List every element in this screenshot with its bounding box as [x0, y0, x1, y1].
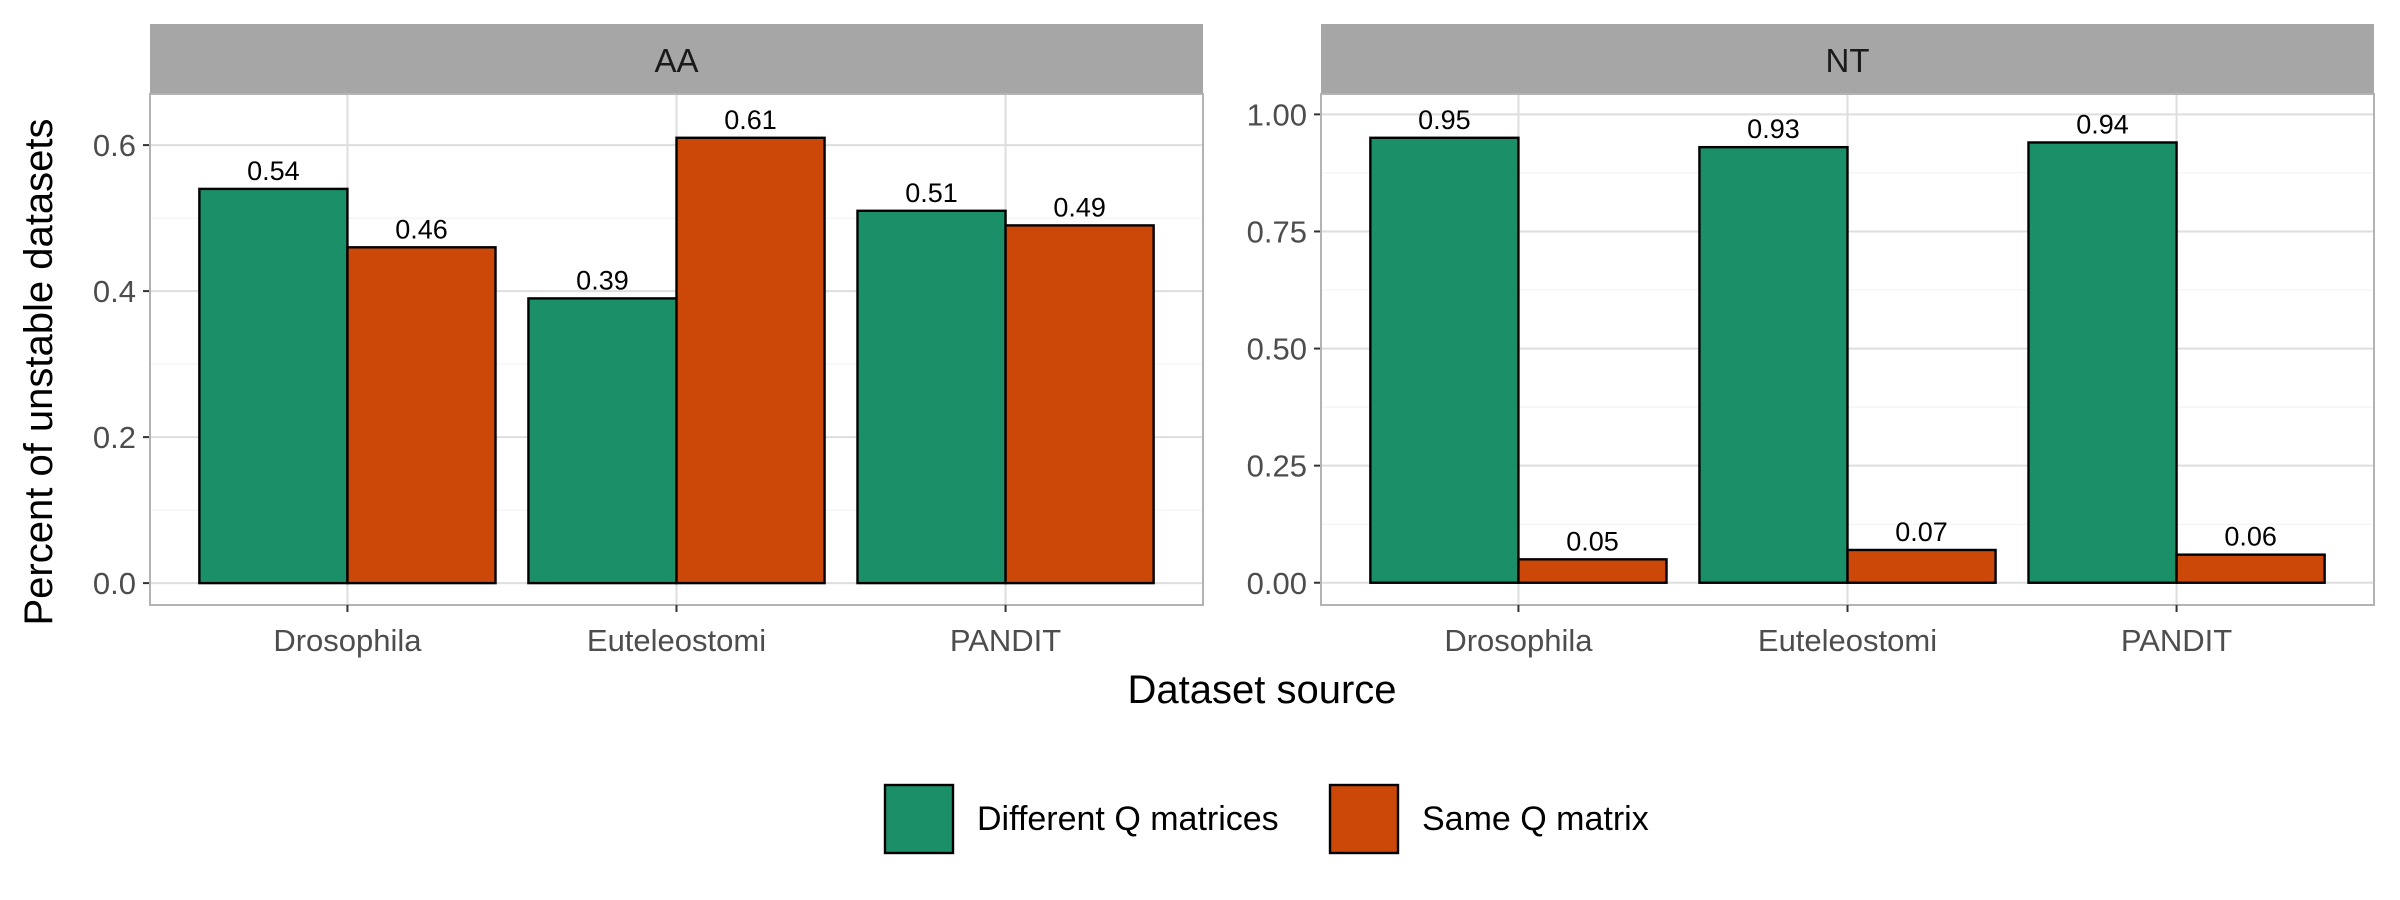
- bar: [2175, 553, 2326, 584]
- bar: [1517, 558, 1668, 584]
- bar: [1004, 224, 1155, 585]
- bar-value-label: 0.61: [724, 105, 777, 135]
- bar-value-label: 0.06: [2224, 522, 2277, 552]
- bar-value-label: 0.07: [1895, 517, 1948, 547]
- legend-label: Same Q matrix: [1422, 800, 1649, 838]
- bar-value-label: 0.94: [2076, 109, 2129, 139]
- bar: [856, 209, 1007, 585]
- bar-value-label: 0.39: [576, 265, 629, 295]
- bar-value-label: 0.49: [1053, 192, 1106, 222]
- bar: [1846, 548, 1997, 584]
- bar: [346, 246, 497, 585]
- panel-nt: NT 0.00 0.25 0.50 0.75 1.00 0.95 0.93 0.94 0.05 0.…: [1247, 24, 2375, 658]
- facet-strip: [1321, 24, 2374, 94]
- bar: [1698, 145, 1849, 584]
- legend-key: [1328, 783, 1400, 855]
- y-tick-label: 0.50: [1247, 332, 1307, 367]
- y-tick-label: 0.0: [93, 566, 136, 601]
- x-tick-label: Euteleostomi: [1758, 623, 1937, 658]
- bar-value-label: 0.05: [1566, 526, 1619, 556]
- y-axis-title: Percent of unstable datasets: [17, 119, 61, 626]
- legend: Different Q matrices Same Q matrix: [883, 783, 1649, 855]
- legend-item: Same Q matrix: [1328, 783, 1649, 855]
- panel-aa: AA 0.0 0.2 0.4 0.6 0.54 0.39 0.51 0.46 0.61 0.49 Dr…: [93, 24, 1204, 658]
- bar: [1369, 136, 1520, 584]
- y-tick-label: 0.2: [93, 420, 136, 455]
- x-tick-label: Euteleostomi: [587, 623, 766, 658]
- bar-value-label: 0.93: [1747, 114, 1800, 144]
- bar-value-label: 0.95: [1418, 105, 1471, 135]
- facet-label: NT: [1826, 42, 1870, 79]
- bar-value-label: 0.51: [905, 178, 958, 208]
- x-tick-label: PANDIT: [2121, 623, 2232, 658]
- y-tick-label: 0.4: [93, 274, 136, 309]
- x-axis-title: Dataset source: [1127, 668, 1396, 712]
- y-tick-label: 0.00: [1247, 566, 1307, 601]
- y-tick-label: 1.00: [1247, 97, 1307, 132]
- bar: [198, 187, 349, 585]
- x-tick-label: Drosophila: [1444, 623, 1593, 658]
- panels: AA 0.0 0.2 0.4 0.6 0.54 0.39 0.51 0.46 0.61 0.49 Dr…: [93, 24, 2375, 658]
- bar-value-label: 0.54: [247, 156, 300, 186]
- y-tick-label: 0.6: [93, 128, 136, 163]
- legend-label: Different Q matrices: [977, 800, 1279, 838]
- legend-key: [883, 783, 955, 855]
- y-tick-label: 0.25: [1247, 449, 1307, 484]
- bar: [2027, 141, 2178, 584]
- bar: [527, 297, 678, 585]
- bar: [675, 136, 826, 585]
- x-tick-label: Drosophila: [273, 623, 422, 658]
- y-tick-label: 0.75: [1247, 214, 1307, 249]
- x-tick-label: PANDIT: [950, 623, 1061, 658]
- legend-item: Different Q matrices: [883, 783, 1279, 855]
- facet-label: AA: [654, 42, 698, 79]
- facet-strip: [150, 24, 1203, 94]
- bar-value-label: 0.46: [395, 214, 448, 244]
